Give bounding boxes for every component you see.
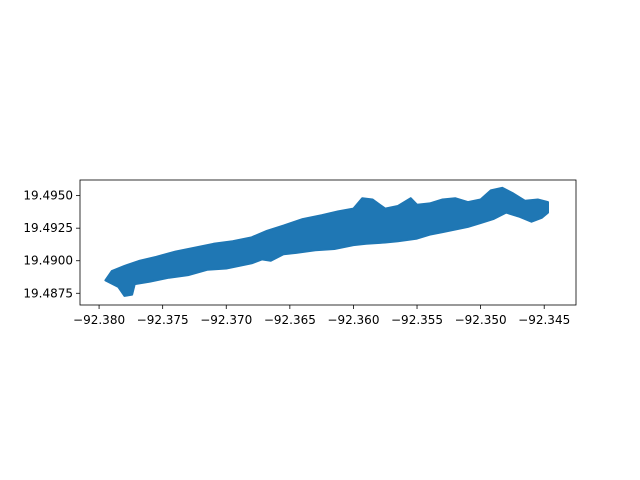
- x-tick-label: −92.345: [518, 313, 570, 327]
- x-tick-label: −92.355: [391, 313, 443, 327]
- x-tick-label: −92.350: [455, 313, 507, 327]
- x-tick-label: −92.370: [200, 313, 252, 327]
- x-tick-label: −92.365: [264, 313, 316, 327]
- x-axis: −92.380 −92.375 −92.370 −92.365 −92.360 −92.3…: [73, 305, 570, 327]
- y-axis: 19.4875 19.4900 19.4925 19.4950: [23, 189, 80, 300]
- y-tick-label: 19.4950: [23, 189, 73, 203]
- x-tick-label: −92.360: [327, 313, 379, 327]
- x-tick-label: −92.380: [73, 313, 125, 327]
- y-tick-label: 19.4925: [23, 221, 73, 235]
- y-tick-label: 19.4875: [23, 286, 73, 300]
- x-tick-label: −92.375: [137, 313, 189, 327]
- region-polygon: [104, 186, 549, 297]
- plot-area: [104, 186, 549, 297]
- axes-frame: [79, 179, 577, 306]
- y-tick-label: 19.4900: [23, 254, 73, 268]
